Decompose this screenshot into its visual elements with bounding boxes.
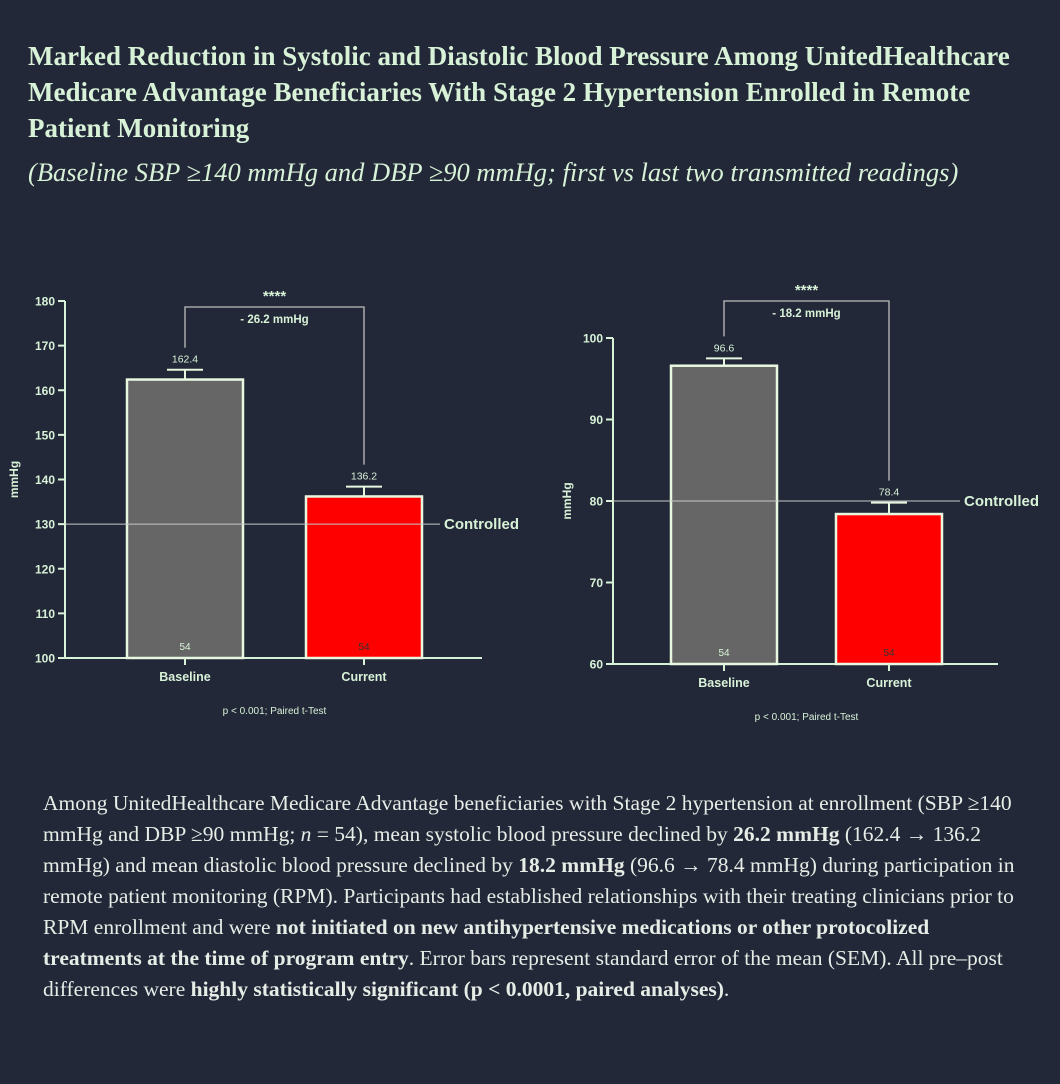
chart2-value-label: 78.4: [879, 487, 900, 499]
chart1-y-tick-label: 180: [35, 295, 55, 309]
chart1-y-tick-label: 170: [35, 339, 55, 353]
chart2-controlled-label: Controlled: [964, 493, 1039, 510]
chart2-y-axis-title: mmHg: [560, 482, 574, 519]
chart1-value-label: 136.2: [351, 471, 377, 483]
chart2-bar-current: [834, 512, 944, 666]
chart1-significance-bracket: [184, 306, 365, 465]
chart2-y-tick-label: 80: [590, 495, 604, 509]
chart2-significance-stars: ****: [795, 282, 819, 299]
chart-title: Marked Reduction in Systolic and Diastol…: [28, 41, 1010, 143]
chart1-y-tick-label: 120: [35, 562, 55, 576]
chart2-n-label: 54: [718, 648, 730, 659]
chart1-y-tick-label: 110: [36, 607, 56, 621]
chart1-y-tick-label: 100: [35, 652, 55, 666]
summary-text-6: .: [723, 977, 730, 1001]
chart2-y-tick-label: 100: [583, 332, 603, 346]
chart-subtitle: (Baseline SBP ≥140 mmHg and DBP ≥90 mmHg…: [28, 157, 959, 187]
summary-significance: highly statistically significant (p < 0.…: [190, 977, 724, 1001]
chart1-x-tick-label: Current: [341, 670, 387, 684]
diastolic-chart: 60 70 80 90 100 mmHg 96.6 54 Baseline 78.4 54 Curre…: [560, 282, 1039, 723]
chart1-y-tick-label: 160: [35, 384, 55, 398]
chart1-bar-baseline: [125, 378, 245, 660]
chart1-p-value-note: p < 0.001; Paired t-Test: [223, 706, 327, 717]
chart1-y-tick-label: 150: [35, 428, 55, 442]
chart2-y-tick-label: 60: [590, 658, 604, 672]
chart2-bar-baseline: [669, 364, 779, 666]
chart1-bar-current: [304, 495, 424, 660]
chart2-y-tick-label: 90: [590, 413, 604, 427]
chart1-significance-stars: ****: [263, 288, 287, 305]
chart1-y-axis-title: mmHg: [7, 461, 21, 498]
chart2-difference-label: - 18.2 mmHg: [772, 308, 840, 320]
chart1-controlled-label: Controlled: [444, 516, 519, 533]
chart2-y-tick-label: 70: [590, 576, 604, 590]
chart2-value-label: 96.6: [714, 342, 735, 354]
chart1-y-tick-label: 140: [35, 473, 55, 487]
chart1-difference-label: - 26.2 mmHg: [240, 314, 308, 326]
chart2-n-label: 54: [883, 648, 895, 659]
summary-sbp-drop: 26.2 mmHg: [733, 822, 840, 846]
systolic-chart: 100 110 120 130 140 150 160 170 180 mmHg 162.4 54 Ba…: [7, 288, 519, 717]
chart2-significance-bracket: [723, 300, 890, 481]
summary-text-1: Among UnitedHealthcare Medicare Advantag…: [43, 791, 1012, 846]
chart1-x-tick-label: Baseline: [159, 670, 210, 684]
summary-text-3: (162.4 → 136.2 mmHg) and mean diastolic …: [43, 822, 981, 877]
chart1-y-tick-label: 130: [35, 518, 55, 532]
chart2-x-tick-label: Current: [866, 676, 912, 690]
summary-n-symbol: n: [300, 822, 312, 846]
chart1-value-label: 162.4: [172, 354, 198, 366]
summary-text-2: = 54), mean systolic blood pressure decl…: [311, 822, 734, 846]
chart2-x-tick-label: Baseline: [698, 676, 749, 690]
chart2-p-value-note: p < 0.001; Paired t-Test: [755, 712, 859, 723]
summary-text-5: . Error bars represent standard error of…: [43, 946, 1003, 1001]
summary-no-new-meds: not initiated on new antihypertensive me…: [43, 915, 930, 970]
chart1-n-label: 54: [358, 642, 370, 653]
summary-paragraph: Among UnitedHealthcare Medicare Advantag…: [43, 788, 1018, 1005]
summary-text-4: (96.6 → 78.4 mmHg) during participation …: [43, 853, 1015, 939]
summary-dbp-drop: 18.2 mmHg: [518, 853, 625, 877]
chart1-n-label: 54: [179, 642, 191, 653]
